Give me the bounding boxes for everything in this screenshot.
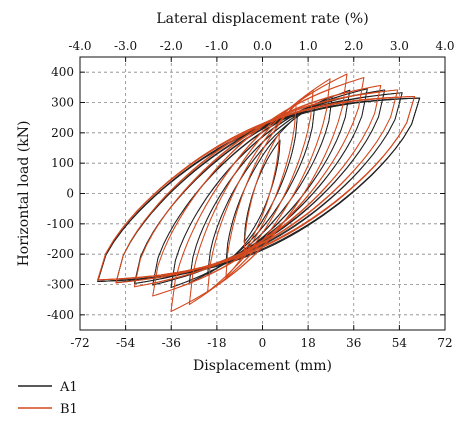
y-tick-label: -400 [47,308,74,322]
top-tick-label: -2.0 [160,39,183,53]
legend: A1 B1 [18,380,78,417]
y-tick-label: 0 [66,187,74,201]
x-tick-label: 18 [300,336,315,350]
y-tick-label: -300 [47,278,74,292]
loop-a1 [225,115,298,264]
loop-b1 [97,95,416,281]
x-tick-label: 36 [346,336,361,350]
legend-label-a1: A1 [59,380,78,395]
top-tick-label: 3.0 [390,39,409,53]
loop-a1 [170,89,351,288]
loop-b1 [170,73,348,312]
loop-b1 [243,132,280,253]
top-tick-label: -3.0 [114,39,137,53]
loop-b1 [152,77,365,297]
y-tick-label: 400 [51,65,74,79]
loop-a1 [152,88,368,286]
loop-a1 [152,88,368,286]
top-tick-label: 4.0 [435,39,454,53]
x-tick-label: -18 [207,336,226,350]
axis-tick-labels: -72 -54 -36 -18 0 18 36 54 72 -4.0 -3.0 -2.0 -1.0 0.0… [47,39,455,350]
top-axis-label: Lateral displacement rate (%) [156,11,368,27]
loop-b1 [188,78,331,305]
top-tick-label: -4.0 [68,39,91,53]
series-a1 [97,88,421,288]
x-tick-label: -54 [116,336,136,350]
y-tick-label: 100 [51,156,74,170]
top-tick-label: 1.0 [299,39,318,53]
hysteresis-curves [97,73,421,312]
y-tick-label: -200 [47,247,74,261]
x-tick-label: -72 [70,336,89,350]
y-tick-label: 200 [51,126,74,140]
x-tick-label: -36 [162,336,181,350]
top-tick-label: 0.0 [253,39,272,53]
x-tick-label: 0 [259,336,267,350]
y-tick-label: 300 [51,96,74,110]
x-axis-label: Displacement (mm) [193,358,332,374]
x-tick-label: 54 [392,336,408,350]
axis-ticks [79,57,446,330]
series-b1 [97,73,416,312]
y-tick-label: -100 [47,217,74,231]
y-axis-label: Horizontal load (kN) [16,121,32,267]
loop-b1 [152,77,365,297]
top-tick-label: -1.0 [205,39,228,53]
loop-a1 [170,89,351,288]
legend-label-b1: B1 [60,402,78,417]
x-tick-label: 72 [437,336,452,350]
top-tick-label: 2.0 [344,39,363,53]
